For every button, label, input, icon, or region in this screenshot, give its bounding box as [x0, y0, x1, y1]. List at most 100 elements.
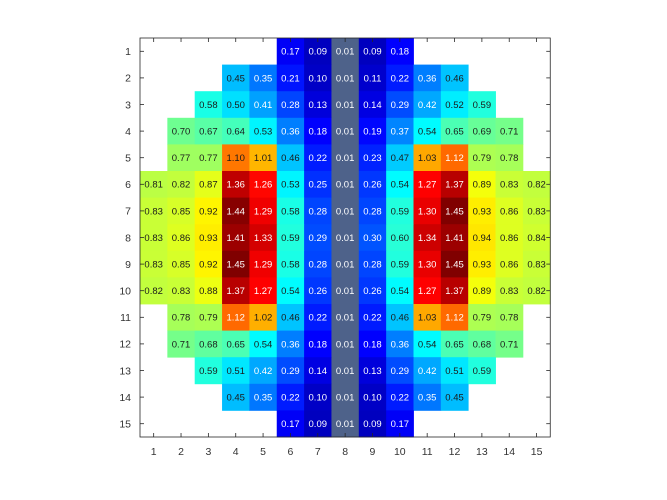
cell-value-label: 0.01: [336, 73, 355, 84]
heatmap-cell: [440, 197, 469, 225]
heatmap-cell: [304, 250, 332, 278]
y-tick-label: 4: [125, 126, 131, 138]
cell-value-label: 1.02: [254, 313, 273, 324]
heatmap-cell: [194, 304, 223, 331]
cell-value-label: 0.86: [500, 233, 519, 244]
cell-value-label: 0.93: [473, 206, 492, 217]
cell-value-label: 0.36: [391, 339, 410, 350]
cell-value-label: 0.77: [172, 153, 191, 164]
heatmap-cell: [468, 304, 496, 331]
heatmap-cell: [249, 357, 278, 385]
heatmap-cell: [249, 171, 278, 198]
heatmap-cell: [276, 277, 305, 305]
cell-value-label: 0.01: [336, 127, 355, 138]
cell-value-label: 0.10: [309, 393, 328, 404]
cell-value-label: 0.70: [172, 127, 191, 138]
cell-value-label: 0.82: [172, 180, 191, 191]
cell-value-label: 0.59: [281, 233, 300, 244]
cell-value-label: 0.28: [281, 100, 300, 111]
heatmap-cell: [495, 330, 524, 358]
y-tick-label: 12: [119, 339, 131, 351]
x-tick-label: 7: [315, 446, 321, 458]
cell-value-label: 1.12: [226, 313, 245, 324]
x-tick-label: 1: [151, 446, 157, 458]
heatmap-cell: [522, 171, 551, 198]
heatmap-cell: [222, 91, 250, 119]
heatmap-cell: [522, 277, 551, 305]
cell-value-label: 1.01: [254, 153, 273, 164]
cell-value-label: 0.09: [309, 47, 328, 58]
y-tick-label: 3: [125, 99, 131, 111]
heatmap-cell: [440, 357, 469, 385]
heatmap-cell: [386, 38, 414, 65]
cell-value-label: 1.12: [445, 313, 464, 324]
heatmap-cell: [222, 250, 250, 278]
heatmap-cell: [358, 64, 387, 92]
cell-value-label: 0.83: [527, 206, 546, 217]
heatmap-cell: [249, 117, 278, 145]
heatmap-cell: [304, 224, 332, 252]
x-tick-label: 8: [342, 446, 348, 458]
cell-value-label: 1.26: [254, 180, 273, 191]
cell-value-label: 0.01: [336, 313, 355, 324]
cell-value-label: 0.25: [309, 180, 328, 191]
heatmap-cell: [413, 330, 442, 358]
heatmap-cell: [249, 197, 278, 225]
cell-value-label: 0.79: [473, 153, 492, 164]
cell-value-label: 0.22: [309, 153, 328, 164]
y-tick-label: 9: [125, 259, 131, 271]
cell-value-label: 0.01: [336, 366, 355, 377]
y-tick-label: 14: [119, 392, 131, 404]
cell-value-label: 0.65: [226, 339, 245, 350]
heatmap-cell: [386, 330, 414, 358]
heatmap-cell: [222, 197, 250, 225]
y-tick-label: 1: [125, 46, 131, 58]
heatmap-cell: [140, 224, 168, 252]
cell-value-label: 0.17: [391, 419, 410, 430]
heatmap-cell: [276, 144, 305, 172]
heatmap-cell: [413, 277, 442, 305]
heatmap-cell: [222, 64, 250, 92]
cell-value-label: 0.58: [199, 100, 218, 111]
y-tick-label: 11: [120, 312, 131, 324]
cell-value-label: 0.53: [254, 127, 273, 138]
cell-value-label: 1.10: [226, 153, 245, 164]
heatmap-cell: [331, 117, 360, 145]
heatmap-cell: [413, 357, 442, 385]
cell-value-label: 0.29: [309, 233, 328, 244]
cell-value-label: 0.79: [199, 313, 218, 324]
cell-value-label: 0.71: [500, 339, 519, 350]
cell-value-label: 0.79: [473, 313, 492, 324]
heatmap-cell: [222, 357, 250, 385]
cell-value-label: 0.29: [391, 100, 410, 111]
cell-value-label: 0.19: [363, 127, 382, 138]
heatmap-cell: [468, 117, 496, 145]
heatmap-cell: [358, 383, 387, 411]
heatmap-cell: [276, 330, 305, 358]
heatmap-cell: [386, 64, 414, 92]
cell-value-label: 0.29: [281, 366, 300, 377]
heatmap-cell: [167, 197, 196, 225]
heatmap-cell: [222, 144, 250, 172]
heatmap-cell: [276, 410, 305, 438]
heatmap-cell: [468, 171, 496, 198]
heatmap-cell: [249, 250, 278, 278]
cell-value-label: 0.60: [391, 233, 410, 244]
heatmap-cell: [222, 330, 250, 358]
cell-value-label: 0.54: [391, 180, 410, 191]
cell-value-label: 0.18: [363, 339, 382, 350]
y-tick-label: 10: [119, 286, 131, 298]
cell-value-label: 0.58: [281, 260, 300, 271]
cell-value-label: 1.41: [226, 233, 245, 244]
heatmap-cell: [386, 383, 414, 411]
cell-value-label: 0.82: [527, 286, 546, 297]
heatmap-cell: [358, 250, 387, 278]
cell-value-label: 1.29: [254, 260, 273, 271]
heatmap-cell: [358, 38, 387, 65]
cell-value-label: 0.92: [199, 260, 218, 271]
cell-value-label: 0.21: [281, 73, 300, 84]
heatmap-cell: [167, 277, 196, 305]
cell-value-label: 0.78: [500, 153, 519, 164]
heatmap-cell: [304, 277, 332, 305]
heatmap-cell: [194, 357, 223, 385]
